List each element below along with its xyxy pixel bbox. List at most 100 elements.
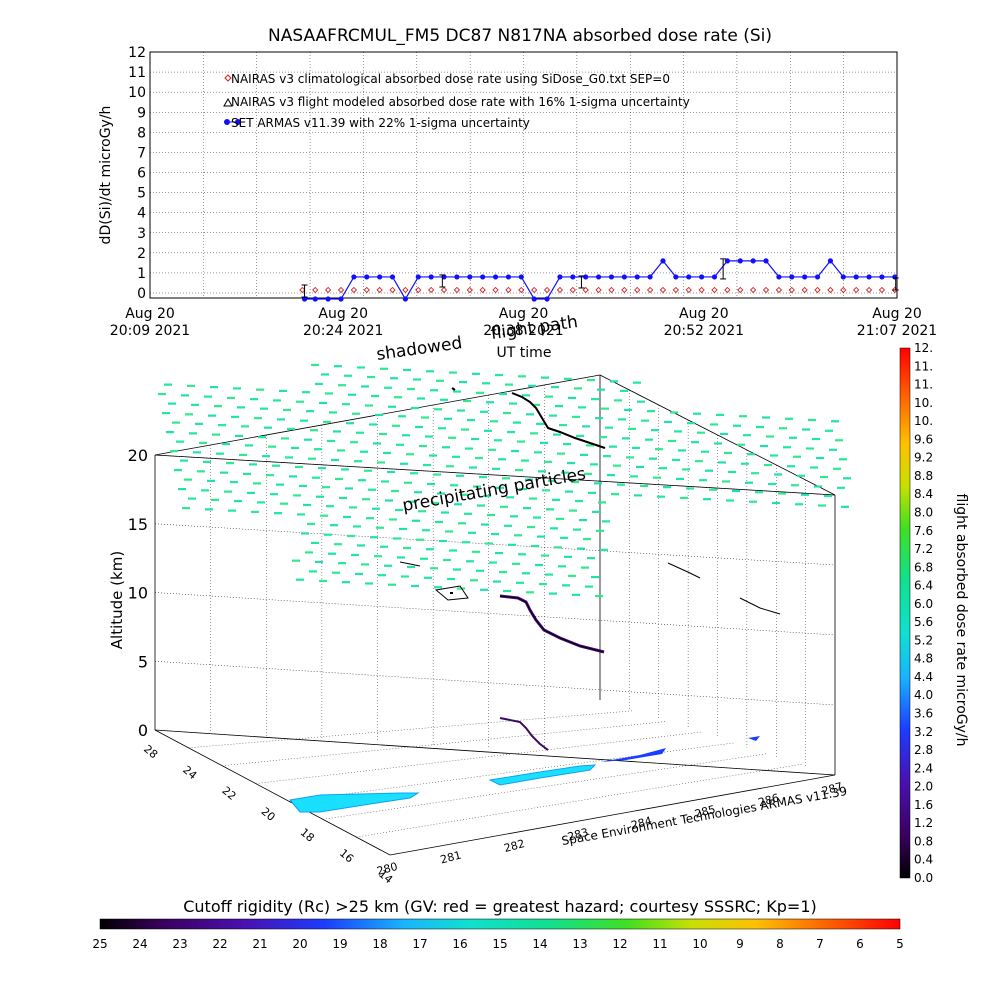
particle-mark (424, 576, 432, 579)
particle-mark (272, 464, 280, 467)
particle-mark (408, 500, 416, 503)
dose-colorbar-tick-label: 1.2 (914, 816, 933, 830)
particle-mark (617, 483, 625, 486)
particle-mark (457, 587, 465, 590)
particle-mark (273, 399, 281, 402)
plot3d-longitude-tick-label: 281 (439, 848, 463, 866)
particle-mark (806, 447, 814, 450)
armas-point (415, 274, 421, 280)
flight-path-ground-shadow (499, 717, 549, 751)
particle-mark (579, 519, 587, 522)
particle-mark (710, 423, 718, 426)
particle-mark (556, 517, 564, 520)
particle-mark (491, 532, 499, 536)
particle-mark (381, 480, 389, 483)
particle-mark (176, 440, 184, 443)
particle-mark (825, 429, 833, 432)
armas-point (879, 274, 885, 280)
particle-mark (789, 436, 797, 439)
particle-mark (440, 398, 448, 401)
plot3d-gridline-altitude (154, 523, 836, 566)
particle-mark (498, 458, 506, 461)
particle-mark (423, 463, 431, 467)
armas-point (544, 296, 550, 302)
particle-mark (649, 457, 657, 460)
climatological-point (350, 286, 358, 294)
particle-mark (510, 515, 518, 518)
particle-mark (475, 456, 483, 460)
particle-mark (412, 519, 420, 522)
armas-point (892, 274, 898, 280)
particle-mark (387, 470, 395, 474)
particle-mark (839, 458, 847, 461)
particle-mark (425, 435, 433, 438)
particle-mark (254, 417, 262, 420)
particle-mark (584, 472, 592, 475)
particle-mark (390, 377, 398, 380)
particle-mark (463, 399, 471, 403)
particle-mark (611, 493, 619, 496)
particle-mark (515, 468, 523, 472)
flight-path-mid-fragment (399, 561, 421, 567)
climatological-point (376, 286, 383, 294)
particle-mark (545, 573, 553, 576)
climatological-point (324, 286, 332, 294)
particle-mark (575, 500, 583, 503)
armas-point (621, 274, 627, 280)
particle-mark (446, 465, 454, 468)
plot3d-credit: Space Environment Technologies ARMAS v11… (560, 784, 848, 848)
particle-mark (531, 544, 539, 548)
particle-mark (553, 433, 561, 436)
dose-colorbar-ticks: 0.0 0.4 0.8 1.2 1.6 2.0 2.4 2.8 3.2 3.6 4.0 4.4 4.8 5… (914, 341, 933, 885)
particle-mark (837, 486, 845, 489)
line-chart-y-tick-label: 7 (137, 145, 146, 161)
particle-mark (620, 389, 628, 392)
particle-mark (338, 384, 346, 387)
armas-point (557, 274, 563, 280)
particle-mark (659, 467, 667, 470)
climatological-point (312, 286, 319, 294)
particle-mark (693, 412, 701, 415)
particle-mark (793, 455, 801, 458)
particle-mark (417, 397, 425, 400)
particle-mark (355, 572, 363, 576)
climatological-point (453, 286, 461, 294)
particle-mark (293, 494, 301, 497)
particle-mark (197, 470, 205, 473)
plot3d-z-tick-label: 10 (128, 584, 148, 603)
particle-mark (260, 407, 268, 410)
plot3d-latitude-tick-label: 24 (180, 763, 199, 782)
line-chart-y-tick-label: 1 (137, 266, 146, 282)
particle-mark (178, 488, 186, 491)
dose-colorbar-tick-label: 3.2 (914, 725, 933, 739)
armas-point (711, 274, 718, 280)
plot3d-gridline-altitude (154, 729, 836, 776)
rigidity-colorbar-tick-label: 5 (896, 937, 904, 951)
dose-colorbar-tick-label: 2.8 (914, 743, 933, 757)
particle-mark (490, 420, 498, 423)
particle-mark (554, 546, 562, 549)
particle-mark (374, 555, 382, 558)
plot3d-longitude-tick-label: 287 (820, 780, 844, 798)
particle-mark (722, 480, 730, 483)
particle-mark (726, 499, 734, 502)
particle-mark (749, 500, 757, 503)
particle-mark (444, 417, 452, 420)
particle-mark (600, 548, 608, 551)
particle-mark (603, 455, 611, 458)
particle-mark (380, 545, 388, 548)
particle-mark (695, 460, 703, 463)
particle-mark (664, 420, 672, 424)
particle-mark (778, 492, 786, 495)
particle-mark (321, 373, 329, 376)
plot3d-longitude-tick-label: 280 (375, 860, 399, 878)
particle-mark (185, 413, 193, 416)
particle-mark (411, 584, 419, 588)
particle-mark (509, 402, 517, 405)
armas-point (351, 274, 357, 280)
rigidity-colorbar-tick-label: 15 (492, 937, 507, 951)
particle-mark (545, 395, 553, 398)
particle-mark (350, 441, 358, 444)
